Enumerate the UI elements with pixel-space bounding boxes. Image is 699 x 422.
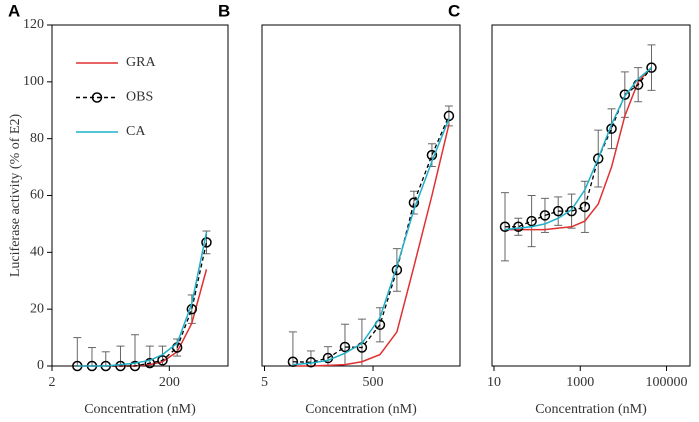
x-tick-label: 200 — [159, 375, 180, 390]
series-line — [504, 67, 652, 228]
x-axis-label: Concentration (nM) — [305, 402, 417, 417]
panel-title: B — [218, 1, 230, 20]
y-tick-label: 0 — [37, 358, 44, 373]
data-point — [592, 153, 604, 164]
series-line — [292, 115, 450, 363]
data-point — [287, 356, 299, 367]
y-axis-label: Luciferase activity (% of E2) — [8, 114, 23, 278]
series-line — [77, 242, 208, 367]
plot-frame — [491, 24, 691, 367]
data-point — [339, 341, 351, 353]
data-point — [539, 210, 551, 221]
data-point — [499, 221, 511, 233]
data-point — [552, 205, 564, 217]
y-tick-label: 120 — [23, 17, 44, 32]
y-tick-label: 20 — [30, 301, 44, 316]
data-point — [144, 357, 156, 369]
x-tick-label: 5 — [261, 375, 268, 390]
data-point — [579, 201, 591, 213]
panel-title: C — [448, 1, 460, 20]
data-point — [115, 360, 126, 372]
data-point — [513, 221, 524, 233]
legend-label: CA — [126, 124, 146, 139]
series-line — [77, 232, 208, 367]
panel-title: A — [8, 1, 20, 20]
x-axis-label: Concentration (nM) — [84, 402, 196, 417]
plot-frame — [51, 24, 229, 367]
series-line — [292, 124, 450, 367]
x-tick-label: 100000 — [646, 375, 688, 390]
x-tick-label: 2 — [49, 375, 56, 390]
data-point — [566, 205, 577, 217]
data-point — [526, 215, 537, 227]
y-tick-label: 60 — [30, 188, 44, 203]
series-line — [292, 118, 450, 366]
plot-frame — [261, 24, 461, 367]
legend-label: OBS — [126, 90, 153, 105]
x-tick-label: 10 — [487, 375, 501, 390]
data-point — [129, 360, 141, 372]
y-tick-label: 100 — [23, 74, 44, 89]
series-line — [504, 67, 653, 231]
legend-marker — [91, 92, 103, 103]
data-point — [646, 62, 657, 73]
data-point — [619, 89, 631, 100]
data-point — [408, 197, 420, 208]
x-tick-label: 500 — [363, 375, 384, 390]
legend-label: GRA — [126, 55, 156, 70]
series-line — [504, 67, 652, 231]
x-tick-label: 1000 — [566, 375, 594, 390]
y-tick-label: 80 — [30, 131, 44, 146]
data-point — [201, 237, 212, 248]
x-axis-label: Concentration (nM) — [535, 402, 647, 417]
y-tick-label: 40 — [30, 245, 44, 260]
data-point — [157, 355, 168, 366]
